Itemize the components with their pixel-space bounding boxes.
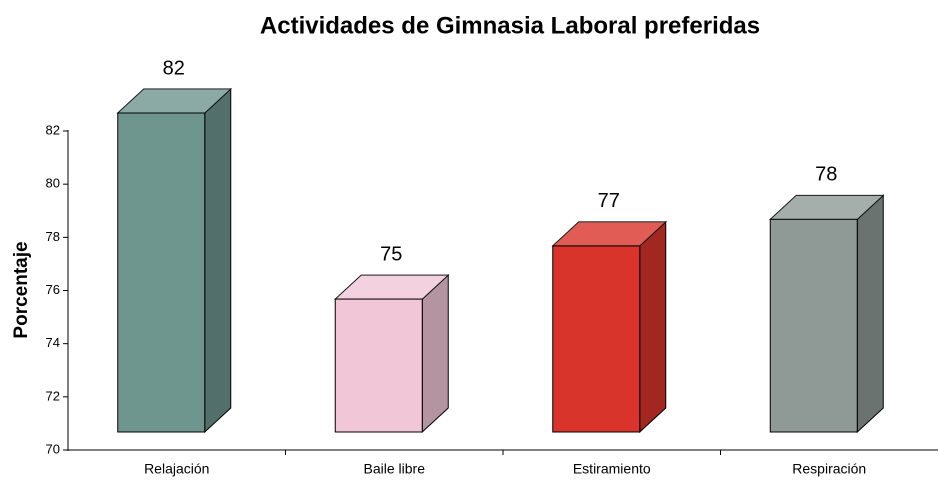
bar — [770, 219, 857, 432]
bar-side-shade — [205, 89, 231, 432]
y-tick-label: 74 — [46, 335, 60, 350]
chart-title: Actividades de Gimnasia Laboral preferid… — [260, 12, 760, 39]
x-tick-label: Baile libre — [364, 461, 426, 477]
bar — [553, 246, 640, 432]
bar — [118, 113, 205, 432]
x-tick-label: Relajación — [144, 461, 209, 477]
y-tick-label: 82 — [46, 122, 60, 137]
bar-side-shade — [857, 195, 883, 432]
y-tick-label: 76 — [46, 282, 60, 297]
value-label: 75 — [380, 243, 402, 265]
y-tick-label: 78 — [46, 229, 60, 244]
bar-side-shade — [422, 275, 448, 432]
value-label: 78 — [815, 164, 837, 186]
value-label: 82 — [163, 57, 185, 79]
x-tick-label: Estiramiento — [573, 461, 651, 477]
bar — [335, 299, 422, 432]
chart: Actividades de Gimnasia Laboral preferid… — [0, 0, 939, 483]
y-tick-label: 70 — [46, 441, 60, 456]
value-label: 77 — [598, 190, 620, 212]
y-tick-label: 72 — [46, 388, 60, 403]
x-tick-label: Respiración — [792, 461, 866, 477]
bar-side-shade — [640, 222, 666, 432]
y-tick-label: 80 — [46, 176, 60, 191]
y-axis-label: Porcentaje — [11, 241, 32, 338]
